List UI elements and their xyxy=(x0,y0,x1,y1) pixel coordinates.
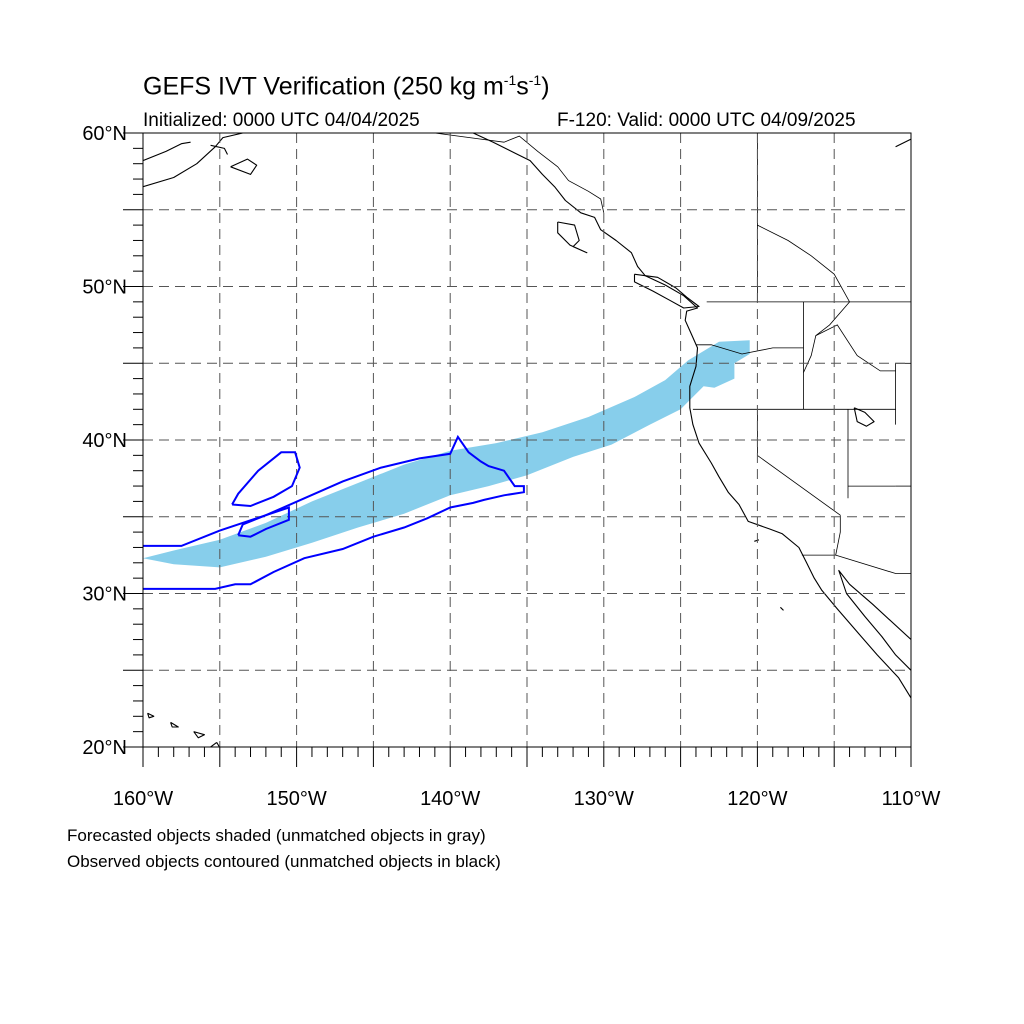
boundary-4 xyxy=(803,301,850,373)
boundary-0 xyxy=(434,133,605,213)
coastline-4 xyxy=(895,138,911,148)
observed-note: Observed objects contoured (unmatched ob… xyxy=(67,852,501,871)
x-tick-label: 120°W xyxy=(727,788,787,810)
axis-label-layer: 20°N 30°N 40°N 50°N 60°N 160°W 150°W 140°W 130°W… xyxy=(82,123,940,810)
coastline-10 xyxy=(193,731,205,739)
x-tick-label: 150°W xyxy=(266,788,326,810)
boundary-9 xyxy=(801,515,841,556)
x-tick-label: 130°W xyxy=(574,788,634,810)
map-title: GEFS IVT Verification (250 kg m-1s-1) xyxy=(143,72,550,101)
valid-time: F-120: Valid: 0000 UTC 04/09/2025 xyxy=(557,110,856,131)
boundary-8 xyxy=(757,409,841,516)
coastline-15 xyxy=(853,407,875,427)
x-tick-label: 110°W xyxy=(882,788,941,810)
forecast-note: Forecasted objects shaded (unmatched obj… xyxy=(67,826,486,845)
coastline-7 xyxy=(633,273,700,309)
coastline-11 xyxy=(170,721,179,728)
coastline-13 xyxy=(754,539,760,542)
coastline-1 xyxy=(143,141,191,162)
observed-ivt-contour-0 xyxy=(143,434,525,590)
observed-layer xyxy=(143,434,525,590)
y-tick-label: 20°N xyxy=(82,737,127,759)
coastline-0 xyxy=(143,133,243,188)
boundary-3 xyxy=(757,224,850,303)
coastline-6 xyxy=(838,569,911,671)
gridline-layer xyxy=(143,133,911,747)
boundary-layer xyxy=(434,133,911,574)
coastline-12 xyxy=(147,712,155,719)
x-tick-label: 140°W xyxy=(420,788,480,810)
x-tick-label: 160°W xyxy=(113,788,173,810)
y-tick-label: 40°N xyxy=(82,430,127,452)
y-tick-label: 50°N xyxy=(82,277,127,299)
y-tick-label: 30°N xyxy=(82,584,127,606)
coastline-5 xyxy=(472,133,911,699)
coastline-14 xyxy=(780,606,784,611)
coastline-9 xyxy=(209,741,221,747)
observed-ivt-contour-2 xyxy=(237,506,290,538)
initialized-time: Initialized: 0000 UTC 04/04/2025 xyxy=(143,110,420,131)
y-tick-label: 60°N xyxy=(82,123,127,145)
coastline-2 xyxy=(230,158,258,175)
coastline-8 xyxy=(557,221,588,254)
coastline-3 xyxy=(210,144,228,155)
tick-layer xyxy=(123,132,912,767)
observed-ivt-contour-1 xyxy=(231,451,301,508)
boundary-5 xyxy=(696,344,804,355)
boundary-10 xyxy=(835,554,911,574)
boundary-16 xyxy=(815,324,896,372)
